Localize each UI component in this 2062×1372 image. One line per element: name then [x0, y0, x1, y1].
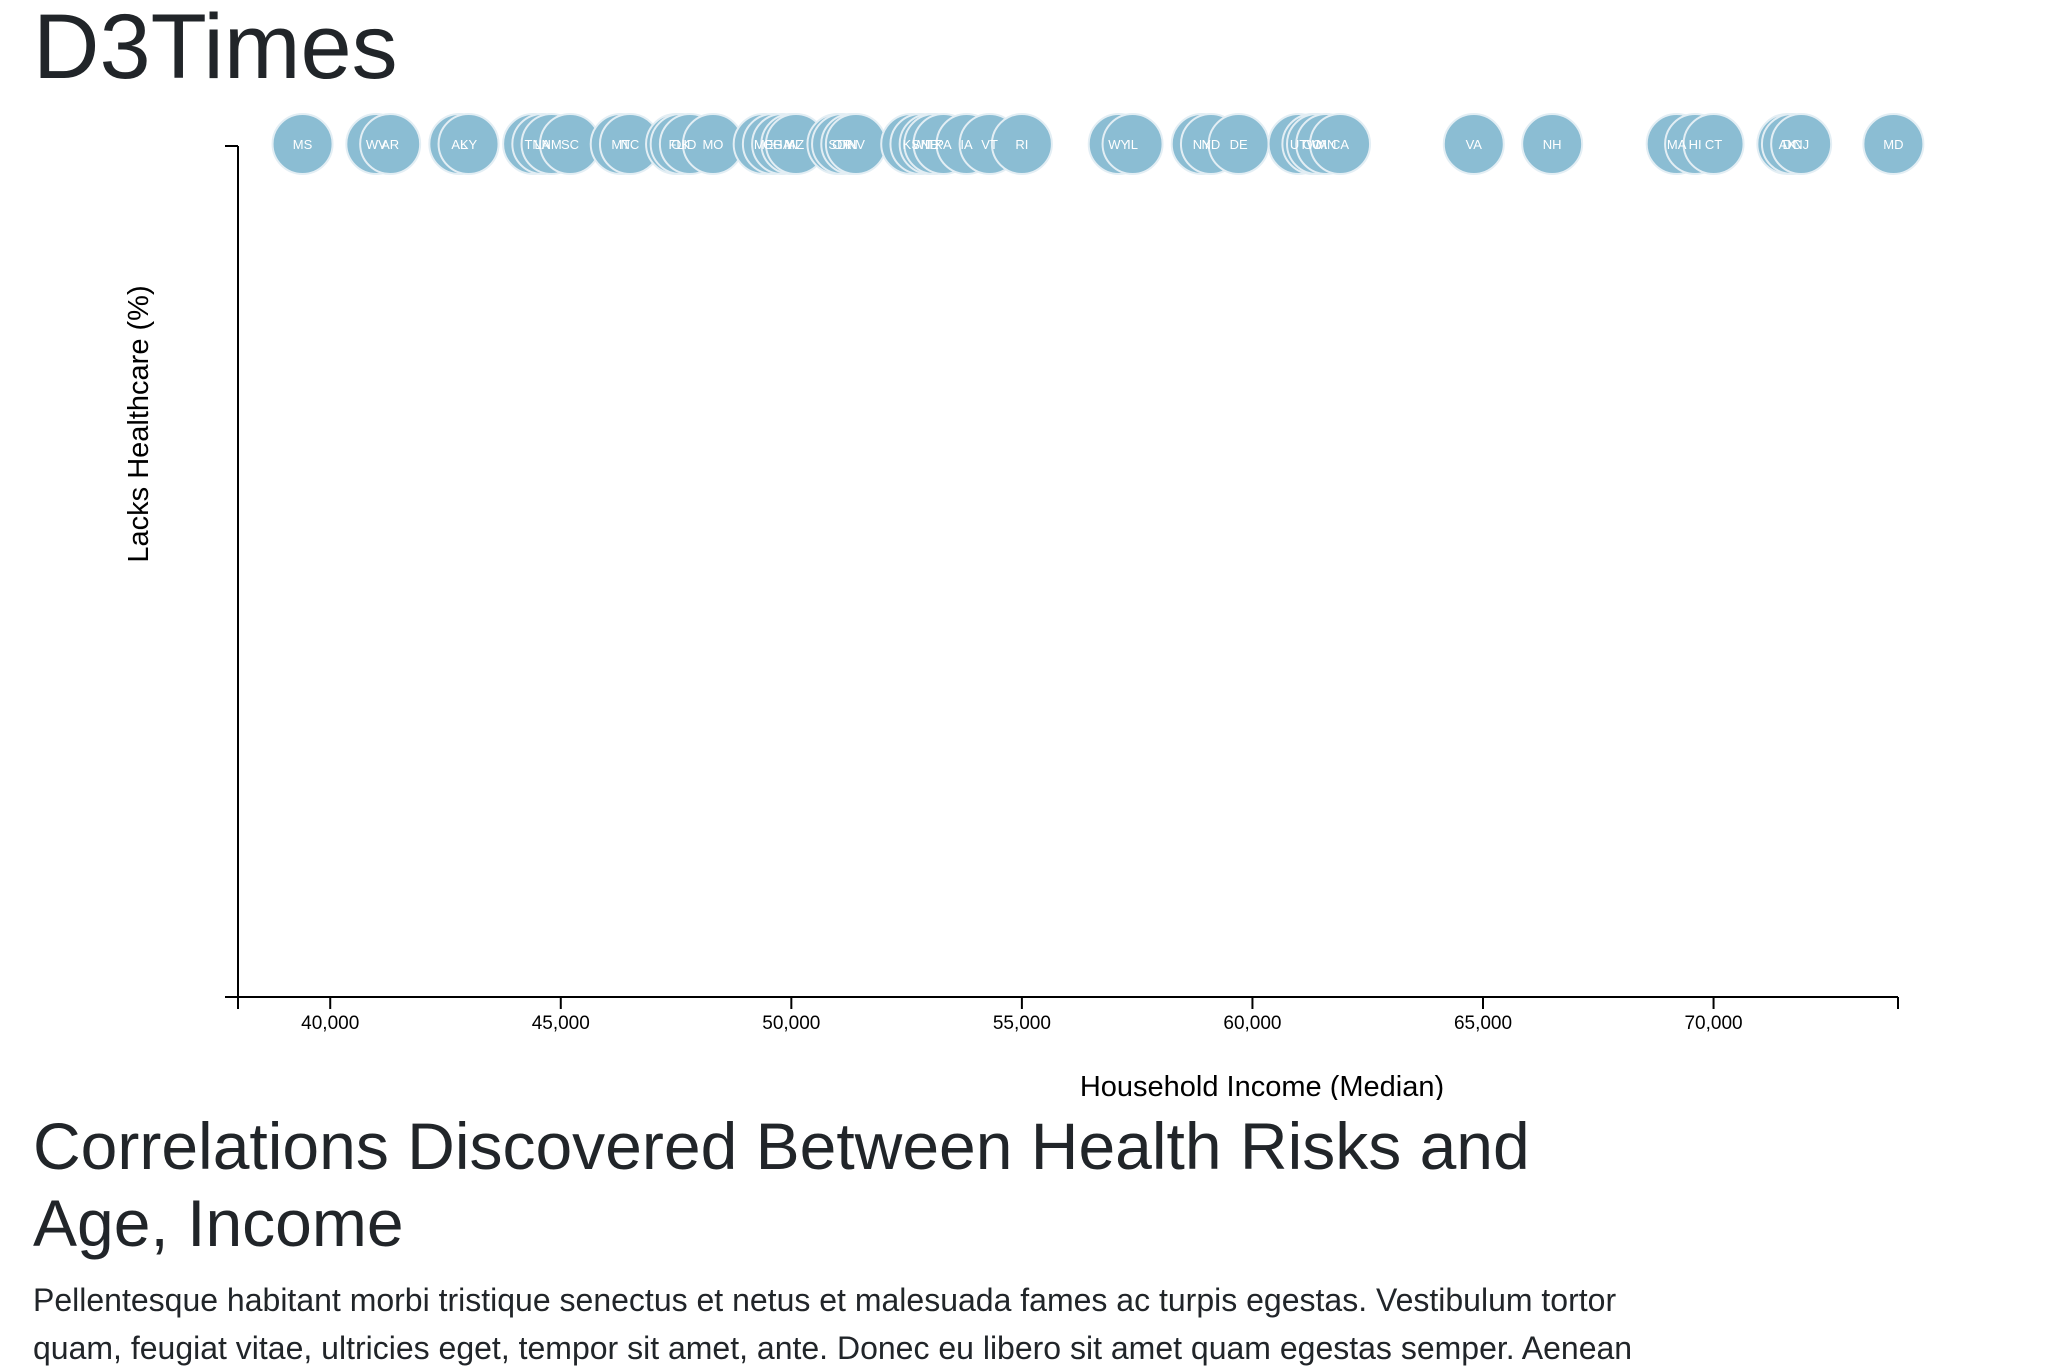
site-title: D3Times	[33, 0, 398, 98]
state-label-fl: FL	[668, 137, 683, 152]
state-label-ut: UT	[1290, 137, 1307, 152]
state-label-wy: WY	[1108, 137, 1129, 152]
state-label-dc: DC	[1783, 137, 1802, 152]
state-label-nm: NM	[541, 137, 561, 152]
x-tick-label: 45,000	[532, 1013, 590, 1034]
state-label-mo: MO	[702, 137, 723, 152]
state-label-md: MD	[1883, 137, 1903, 152]
state-label-ma: MA	[1667, 137, 1687, 152]
state-label-sc: SC	[561, 137, 579, 152]
state-marker-nj[interactable]	[1770, 113, 1833, 175]
state-label-nd: ND	[1202, 137, 1221, 152]
state-label-al: AL	[451, 137, 467, 152]
state-label-mt: MT	[611, 137, 630, 152]
state-label-oh: OH	[763, 137, 783, 152]
state-label-hi: HI	[1689, 137, 1702, 152]
state-marker-md[interactable]	[1862, 113, 1925, 175]
state-label-wi: WI	[912, 137, 928, 152]
state-label-ak: AK	[1779, 137, 1797, 152]
state-label-or: OR	[832, 137, 852, 152]
state-label-ia: IA	[960, 137, 973, 152]
state-label-ga: GA	[773, 137, 792, 152]
state-marker-nh[interactable]	[1521, 113, 1584, 175]
state-label-il: IL	[1127, 137, 1138, 152]
state-label-ok: OK	[671, 137, 690, 152]
state-label-sd: SD	[828, 137, 846, 152]
state-label-ks: KS	[903, 137, 921, 152]
state-label-nc: NC	[621, 137, 640, 152]
article-heading: Correlations Discovered Between Health R…	[33, 1109, 1530, 1260]
state-label-ne: NE	[921, 137, 939, 152]
state-label-va: VA	[1466, 137, 1483, 152]
state-marker-ct[interactable]	[1682, 113, 1745, 175]
x-tick-label: 70,000	[1684, 1013, 1742, 1034]
x-tick-label: 60,000	[1223, 1013, 1281, 1034]
x-axis: 40,000 45,000 50,000 55,000 60,000 65,000 70,0…	[237, 996, 1899, 1034]
x-tick-label: 55,000	[993, 1013, 1051, 1034]
x-tick-label: 65,000	[1454, 1013, 1512, 1034]
state-label-ca: CA	[1331, 137, 1349, 152]
state-label-nj: NJ	[1793, 137, 1809, 152]
state-label-tx: TX	[926, 137, 943, 152]
x-tick-label: 50,000	[762, 1013, 820, 1034]
state-marker-ri[interactable]	[990, 113, 1053, 175]
state-label-id: ID	[683, 137, 696, 152]
state-label-la: LA	[534, 137, 550, 152]
state-label-pa: PA	[935, 137, 952, 152]
state-label-mn: MN	[1316, 137, 1336, 152]
state-label-ny: NY	[1193, 137, 1211, 152]
state-label-nv: NV	[847, 137, 865, 152]
state-label-ri: RI	[1015, 137, 1028, 152]
state-marker-ca[interactable]	[1309, 113, 1372, 175]
y-axis	[225, 145, 239, 998]
state-marker-ar[interactable]	[359, 113, 422, 175]
state-label-az: AZ	[788, 137, 805, 152]
state-label-me: ME	[754, 137, 774, 152]
state-label-de: DE	[1230, 137, 1248, 152]
article-body: Pellentesque habitant morbi tristique se…	[33, 1282, 1633, 1366]
state-marker-il[interactable]	[1101, 113, 1164, 175]
y-axis-label: Lacks Healthcare (%)	[123, 285, 155, 562]
state-marker-ms[interactable]	[271, 113, 334, 175]
state-label-co: CO	[1303, 137, 1323, 152]
state-label-in: IN	[845, 137, 858, 152]
state-label-tn: TN	[524, 137, 541, 152]
state-label-vt: VT	[981, 137, 998, 152]
state-label-nh: NH	[1543, 137, 1562, 152]
state-marker-ky[interactable]	[437, 113, 500, 175]
state-label-ms: MS	[293, 137, 313, 152]
state-label-ky: KY	[460, 137, 478, 152]
state-label-wv: WV	[366, 137, 387, 152]
state-marker-va[interactable]	[1442, 113, 1505, 175]
state-label-wa: WA	[1307, 137, 1328, 152]
state-label-ct: CT	[1705, 137, 1722, 152]
x-tick-label: 40,000	[301, 1013, 359, 1034]
state-label-ar: AR	[381, 137, 399, 152]
x-axis-label: Household Income (Median)	[1080, 1071, 1444, 1100]
state-label-mi: MI	[784, 137, 798, 152]
